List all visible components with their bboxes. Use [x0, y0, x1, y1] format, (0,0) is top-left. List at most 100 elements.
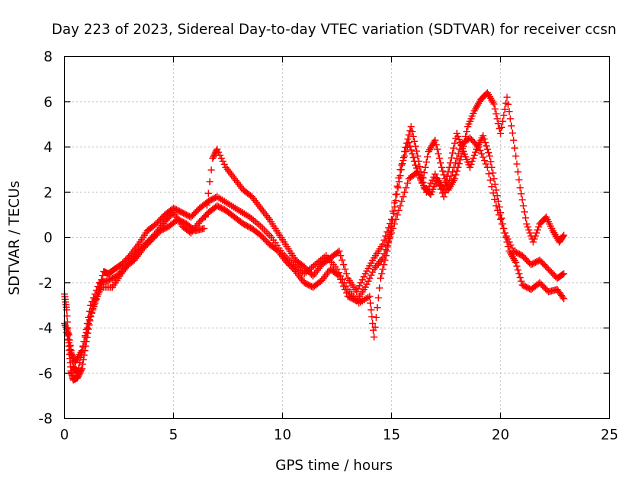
- data-point: [504, 235, 512, 243]
- data-point: [478, 150, 486, 158]
- data-point: [335, 247, 343, 255]
- data-point: [363, 280, 371, 288]
- data-point: [421, 163, 429, 171]
- data-point: [511, 144, 519, 152]
- data-point: [82, 329, 90, 337]
- data-point: [449, 149, 457, 157]
- data-point: [453, 129, 461, 137]
- data-point: [418, 178, 426, 186]
- data-point: [216, 151, 224, 159]
- data-point: [380, 261, 388, 269]
- data-point: [518, 196, 526, 204]
- data-point: [501, 105, 509, 113]
- data-point: [80, 338, 88, 346]
- data-point: [217, 154, 225, 162]
- y-tick-label: 0: [44, 231, 53, 247]
- data-point: [374, 294, 382, 302]
- data-point: [380, 236, 388, 244]
- data-point: [78, 365, 86, 373]
- chart-title: Day 223 of 2023, Sidereal Day-to-day VTE…: [52, 22, 617, 38]
- data-point: [341, 286, 349, 294]
- data-point: [423, 153, 431, 161]
- data-point: [519, 202, 527, 210]
- data-point: [529, 238, 537, 246]
- data-point: [408, 128, 416, 136]
- data-point: [502, 232, 510, 240]
- data-point: [535, 223, 543, 231]
- data-point: [395, 206, 403, 214]
- data-point: [215, 148, 223, 156]
- data-point: [486, 152, 494, 160]
- data-point: [372, 313, 380, 321]
- data-point: [433, 145, 441, 153]
- data-point: [390, 199, 398, 207]
- data-point: [475, 143, 483, 151]
- data-point: [393, 211, 401, 219]
- data-point: [386, 233, 394, 241]
- data-point: [402, 184, 410, 192]
- data-point: [392, 191, 400, 199]
- data-point: [392, 215, 400, 223]
- data-point: [341, 265, 349, 273]
- data-point: [203, 201, 211, 209]
- data-point: [360, 273, 368, 281]
- data-point: [220, 160, 228, 168]
- data-point: [451, 139, 459, 147]
- data-point: [338, 256, 346, 264]
- data-point: [74, 372, 82, 380]
- data-point: [424, 185, 432, 193]
- data-point: [434, 150, 442, 158]
- data-point: [87, 312, 95, 320]
- data-point: [367, 271, 375, 279]
- data-point: [515, 270, 523, 278]
- data-point: [413, 147, 421, 155]
- data-point: [437, 159, 445, 167]
- data-point: [68, 350, 76, 358]
- data-point: [497, 215, 504, 223]
- data-point: [342, 270, 350, 278]
- data-point: [385, 237, 393, 245]
- data-point: [368, 313, 376, 321]
- data-point: [522, 214, 530, 222]
- data-point: [361, 283, 369, 291]
- data-point: [89, 304, 97, 312]
- data-point: [204, 189, 212, 197]
- data-point: [471, 148, 479, 156]
- data-point: [454, 150, 462, 158]
- data-point: [377, 274, 385, 282]
- data-point: [406, 142, 414, 150]
- data-point: [81, 333, 89, 341]
- data-point: [492, 110, 500, 118]
- data-point: [495, 211, 503, 219]
- data-point: [512, 152, 520, 160]
- data-point: [492, 202, 500, 210]
- data-point: [404, 135, 412, 143]
- data-point: [431, 136, 439, 144]
- data-point: [481, 157, 489, 165]
- y-tick-label: -6: [39, 366, 53, 382]
- data-point: [505, 108, 513, 116]
- data-point: [497, 129, 504, 137]
- data-point: [382, 246, 390, 254]
- data-point: [524, 223, 532, 231]
- y-tick-label: 6: [44, 95, 53, 111]
- data-point: [455, 135, 463, 143]
- data-point: [440, 171, 448, 179]
- data-point: [482, 160, 490, 168]
- data-point: [517, 190, 525, 198]
- x-tick-label: 15: [383, 428, 401, 444]
- data-point: [337, 252, 345, 260]
- data-point: [453, 167, 461, 175]
- data-point: [83, 324, 91, 332]
- data-point: [394, 184, 402, 192]
- data-point: [508, 129, 516, 137]
- data-point: [416, 163, 424, 171]
- data-point: [367, 306, 375, 314]
- data-point: [75, 364, 83, 372]
- data-point: [395, 174, 403, 182]
- data-point: [490, 100, 498, 108]
- data-point: [409, 154, 417, 162]
- y-tick-label: -4: [39, 321, 53, 337]
- data-point: [515, 176, 523, 184]
